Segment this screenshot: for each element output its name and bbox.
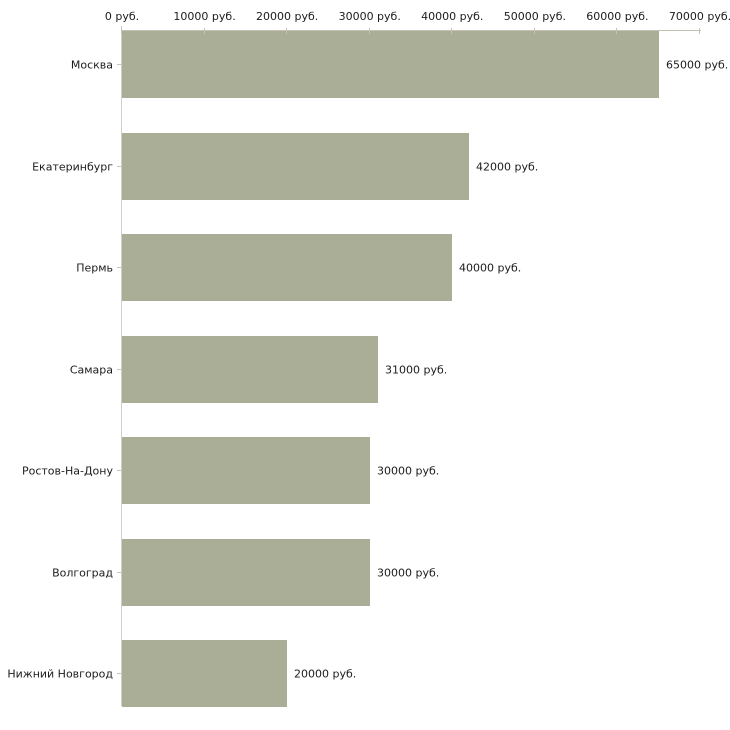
value-label: 30000 руб. xyxy=(377,464,440,477)
x-axis-line xyxy=(121,30,701,31)
category-label: Москва xyxy=(70,58,113,71)
x-axis-tick-mark xyxy=(121,28,122,34)
x-axis-tick-mark xyxy=(616,28,618,34)
category-label: Пермь xyxy=(76,261,113,274)
value-label: 20000 руб. xyxy=(294,667,357,680)
value-label: 31000 руб. xyxy=(385,363,448,376)
x-axis-tick-label: 50000 руб. xyxy=(503,10,566,23)
x-axis-tick-label: 20000 руб. xyxy=(256,10,319,23)
value-label: 65000 руб. xyxy=(666,58,729,71)
x-axis-tick-label: 30000 руб. xyxy=(338,10,401,23)
bar xyxy=(122,234,452,301)
chart-row: Екатеринбург 42000 руб. xyxy=(0,133,730,200)
x-axis-tick-label: 40000 руб. xyxy=(421,10,484,23)
category-label: Нижний Новгород xyxy=(7,667,113,680)
value-label: 42000 руб. xyxy=(476,160,539,173)
category-tick-mark xyxy=(117,267,121,268)
bar xyxy=(122,539,370,606)
x-axis-tick-mark xyxy=(451,28,453,34)
chart-row: Нижний Новгород 20000 руб. xyxy=(0,640,730,707)
category-label: Ростов-На-Дону xyxy=(21,464,113,477)
x-axis-tick-label: 10000 руб. xyxy=(173,10,236,23)
value-label: 30000 руб. xyxy=(377,566,440,579)
category-tick-mark xyxy=(117,470,121,471)
x-axis-tick-label: 70000 руб. xyxy=(668,10,730,23)
chart-row: Пермь 40000 руб. xyxy=(0,234,730,301)
category-tick-mark xyxy=(117,64,121,65)
category-tick-mark xyxy=(117,673,121,674)
x-axis-tick-mark xyxy=(533,28,535,34)
bar xyxy=(122,640,287,707)
category-tick-mark xyxy=(117,166,121,167)
x-axis-tick-mark xyxy=(203,28,205,34)
x-axis-tick-mark xyxy=(286,28,288,34)
x-axis-tick-mark xyxy=(699,28,700,34)
category-tick-mark xyxy=(117,369,121,370)
x-axis-tick-mark xyxy=(368,28,370,34)
category-label: Волгоград xyxy=(52,566,113,579)
chart-row: Москва 65000 руб. xyxy=(0,31,730,98)
bar xyxy=(122,133,469,200)
y-axis-line xyxy=(121,26,122,706)
category-label: Екатеринбург xyxy=(32,160,113,173)
bar xyxy=(122,31,659,98)
category-label: Самара xyxy=(69,363,113,376)
category-tick-mark xyxy=(117,572,121,573)
value-label: 40000 руб. xyxy=(459,261,522,274)
x-axis-tick-label: 60000 руб. xyxy=(586,10,649,23)
chart-row: Волгоград 30000 руб. xyxy=(0,539,730,606)
bar xyxy=(122,437,370,504)
chart-row: Самара 31000 руб. xyxy=(0,336,730,403)
x-axis-tick-label: 0 руб. xyxy=(104,10,140,23)
bar xyxy=(122,336,378,403)
chart-row: Ростов-На-Дону 30000 руб. xyxy=(0,437,730,504)
